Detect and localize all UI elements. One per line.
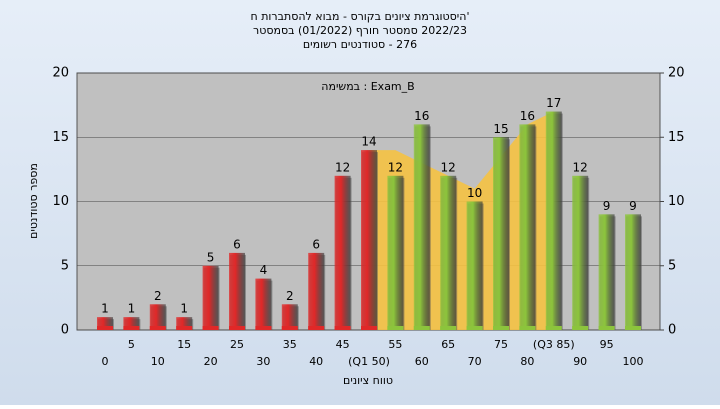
x-tick-label: 35 [283,338,297,351]
data-label: 12 [335,160,350,174]
data-label: 14 [361,135,376,149]
bar-base [545,326,562,330]
bar-base [440,326,457,330]
bar-base [176,326,193,330]
y2-tick-label: 0 [668,323,676,338]
chart-subtitle: 276 - סטודנטים רשומים [303,38,417,51]
x-tick-label: 65 [441,338,455,351]
data-label: 10 [467,186,482,200]
y2-tick-label: 5 [668,258,676,273]
x-tick-label: 95 [600,338,614,351]
bar [493,137,509,330]
bar [281,304,298,330]
data-label: 6 [233,237,241,251]
bar-base [519,326,536,330]
bar-base [493,326,509,330]
bar [466,201,483,330]
data-label: 12 [441,160,456,174]
bar [440,175,457,330]
data-label: 9 [629,199,637,213]
data-label: 17 [546,96,561,110]
bar [413,124,430,331]
x-tick-label: 90 [573,355,587,368]
bar [334,175,351,330]
bar-base [149,326,166,330]
bar-base [466,326,483,330]
x-tick-label: 20 [204,355,218,368]
bar-base [123,326,140,330]
x-tick-label: 10 [151,355,165,368]
bar [229,252,245,330]
y-axis-label: מספר סטודנטים [27,163,40,239]
x-tick-label: 100 [623,355,644,368]
chart-title: 'היסטוגרמת ציונים בקורס - מבוא להסתברות … [251,10,470,23]
x-tick-label: 30 [256,355,270,368]
data-label: 16 [414,109,429,123]
bar [572,175,589,330]
data-label: 2 [154,289,162,303]
bar-base [202,326,219,330]
data-label: 9 [603,199,611,213]
chart-subtitle: 2022/23 סמסטר חורף (01/2022) בסמסטר [253,24,467,37]
x-tick-label: 40 [309,355,323,368]
bar-base [97,326,113,330]
bar [202,265,219,330]
y2-tick-label: 20 [668,66,685,81]
x-tick-label: 5 [128,338,135,351]
y2-tick-label: 10 [668,194,685,209]
data-label: 1 [101,302,109,316]
bar [361,150,377,330]
y-tick-label: 15 [52,130,69,145]
data-label: 5 [207,250,215,264]
y-tick-label: 20 [52,66,69,81]
bar-base [308,326,325,330]
bar [149,304,166,330]
y2-tick-label: 15 [668,130,685,145]
x-tick-label: 70 [468,355,482,368]
x-tick-label: 45 [336,338,350,351]
bar-base [598,326,615,330]
bar [255,278,272,330]
bar-base [281,326,298,330]
bar-base [413,326,430,330]
data-label: 6 [312,237,320,251]
bar [387,175,404,330]
x-tick-label: 15 [177,338,191,351]
bar [545,111,562,330]
bar-base [334,326,351,330]
x-tick-label: (Q3 85) [533,338,575,351]
y-tick-label: 0 [61,323,69,338]
bar-base [625,326,641,330]
data-label: 16 [520,109,535,123]
bar-base [229,326,245,330]
x-tick-label: 0 [102,355,109,368]
annotation: Exam_B : במשימה [321,80,414,93]
bar-base [361,326,377,330]
x-tick-label: 25 [230,338,244,351]
data-label: 1 [128,302,136,316]
bar-base [255,326,272,330]
x-tick-label: 75 [494,338,508,351]
bar-base [572,326,589,330]
bar [519,124,536,331]
bar [598,214,615,330]
bar-base [387,326,404,330]
x-tick-label: 60 [415,355,429,368]
bar [625,214,641,330]
data-label: 12 [573,160,588,174]
y-tick-label: 5 [61,258,69,273]
x-tick-label: 55 [388,338,402,351]
y-tick-label: 10 [52,194,69,209]
x-axis-label: טווח ציונים [343,374,393,387]
data-label: 4 [260,263,268,277]
data-label: 2 [286,289,294,303]
x-tick-label: 80 [520,355,534,368]
bar [308,252,325,330]
data-label: 1 [180,302,188,316]
data-label: 12 [388,160,403,174]
data-label: 15 [493,122,508,136]
x-tick-label: (Q1 50) [348,355,390,368]
